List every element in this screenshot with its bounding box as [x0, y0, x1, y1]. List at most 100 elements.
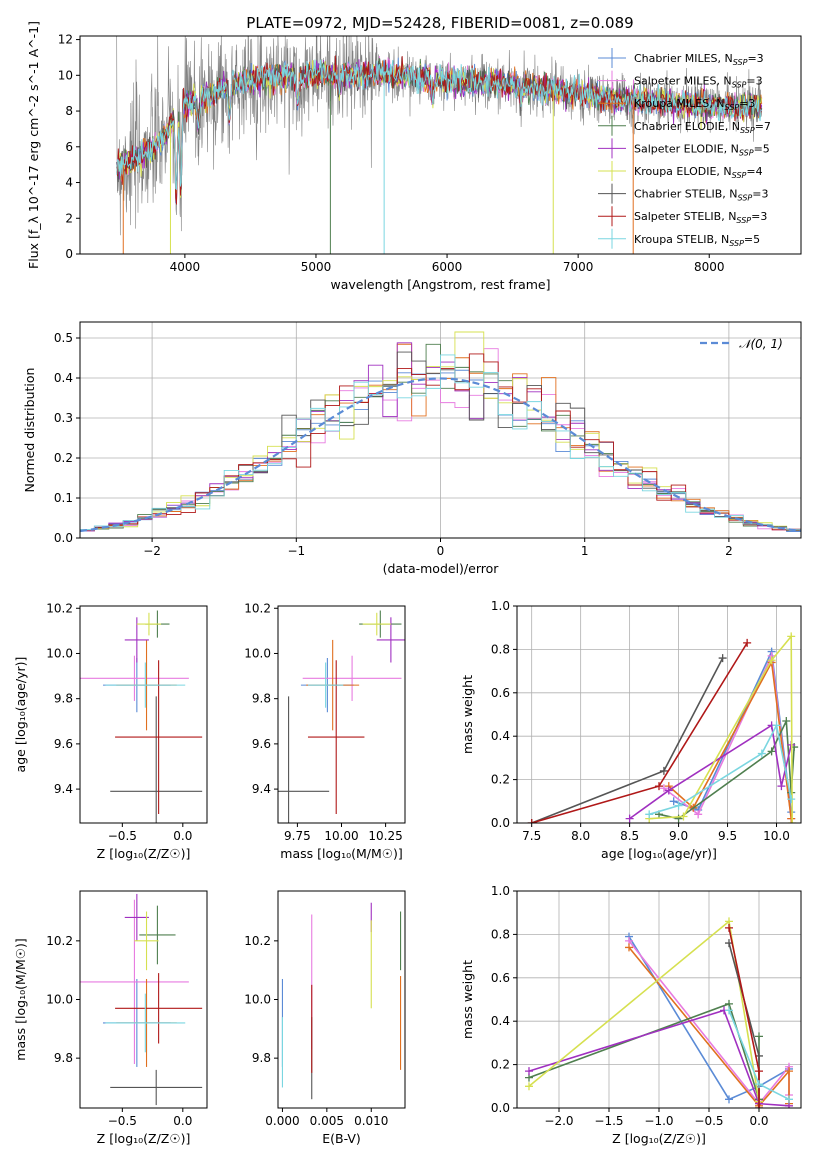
plot-area	[80, 610, 203, 823]
x-axis-label: (data-model)/error	[383, 561, 500, 576]
y-tick-label: 1.0	[491, 599, 510, 613]
weight-marker	[755, 1032, 763, 1041]
x-axis-label: mass [log₁₀(M/M☉)]	[280, 846, 402, 861]
y-tick-label: 6	[65, 140, 73, 154]
weight-marker	[645, 810, 654, 819]
y-tick-label: 2	[65, 211, 73, 225]
y-axis-label: mass weight	[460, 960, 475, 1039]
x-tick-label: 10.0	[763, 829, 790, 843]
errorbar-point-6	[110, 696, 203, 823]
legend-label: Kroupa STELIB, NSSP=5	[634, 233, 760, 248]
x-tick-label: 9.5	[718, 829, 737, 843]
errorbar-point-5	[134, 911, 159, 971]
x-tick-label: 5000	[301, 260, 332, 274]
x-axis-label: wavelength [Angstrom, rest frame]	[330, 277, 550, 292]
y-tick-label: 0.0	[491, 1101, 510, 1115]
figure-title: PLATE=0972, MJD=52428, FIBERID=0081, z=0…	[246, 14, 633, 32]
y-tick-label: 0.4	[491, 1014, 510, 1028]
legend-label: Kroupa MILES, NSSP=3	[634, 97, 755, 112]
y-axis-label: age [log₁₀(age/yr)]	[13, 657, 28, 773]
weight-marker	[679, 812, 688, 821]
panel-residuals: −2 −1 0 1 2 0.0 0.1 0.2 0.3 0.4 0.5 (data-model)/er…	[22, 321, 802, 576]
x-tick-label: 0.0	[173, 1114, 192, 1128]
axes-frame	[516, 890, 802, 1109]
legend-label: Salpeter MILES, NSSP=3	[634, 75, 763, 90]
y-tick-label: 0.0	[54, 531, 73, 545]
y-tick-label: 0.8	[491, 927, 510, 941]
x-tick-label: 9.0	[669, 829, 688, 843]
errorbar-point-5	[136, 612, 162, 636]
weight-marker	[785, 1095, 793, 1104]
errorbar-point-5	[362, 612, 391, 636]
weight-marker	[694, 810, 703, 819]
x-tick-label: −1.5	[594, 1114, 623, 1128]
x-tick-label: 8.5	[620, 829, 639, 843]
weight-marker	[777, 782, 786, 791]
weight-marker	[772, 721, 781, 730]
x-tick-label: 9.75	[284, 829, 311, 843]
errorbar-point-7	[115, 973, 203, 1044]
errorbar-point-1	[302, 655, 402, 701]
weight-marker	[625, 943, 633, 952]
weight-marker	[755, 1080, 763, 1089]
x-tick-label: 0.0	[173, 829, 192, 843]
y-tick-label: 0.3	[54, 411, 73, 425]
plot-area	[278, 610, 405, 823]
axes-frame	[277, 605, 406, 824]
x-tick-label: −0.5	[694, 1114, 723, 1128]
y-tick-label: 10.2	[46, 601, 73, 615]
errorbar-point-4	[124, 617, 149, 663]
axes-frame	[79, 890, 208, 1109]
weight-marker	[782, 717, 791, 726]
y-axis-label: Normed distribution	[22, 368, 37, 493]
axes-frame	[79, 321, 802, 539]
panel-weight_vs_Z: −2.0 −1.5 −1.0 −0.5 0.0 0.0 0.2 0.4 0.6 0.8 1.0 Z […	[460, 884, 802, 1146]
weight-marker	[525, 1082, 533, 1091]
x-tick-label: 8000	[694, 260, 725, 274]
weight-line-2	[668, 659, 793, 819]
x-axis-label: E(B-V)	[322, 1131, 361, 1146]
weight-marker	[725, 1095, 733, 1104]
x-tick-label: 0.000	[265, 1114, 299, 1128]
legend-label: Chabrier ELODIE, NSSP=7	[634, 120, 771, 135]
axes-frame	[79, 605, 208, 824]
errorbar-point-6	[110, 1069, 203, 1106]
y-tick-label: 10.2	[46, 934, 73, 948]
x-tick-label: 10.25	[368, 829, 402, 843]
weight-marker	[659, 766, 668, 775]
errorbar-point-8	[105, 662, 186, 708]
legend-label: Salpeter STELIB, NSSP=3	[634, 210, 767, 225]
legend-normal-label: 𝒩(0, 1)	[739, 337, 783, 351]
plot-area	[281, 902, 402, 1100]
x-tick-label: −2.0	[544, 1114, 573, 1128]
x-axis-label: Z [log₁₀(Z/Z☉)]	[97, 1131, 191, 1146]
weight-marker	[527, 819, 536, 823]
y-tick-label: 12	[58, 33, 73, 47]
y-tick-label: 0.0	[491, 816, 510, 830]
y-tick-label: 0.2	[491, 773, 510, 787]
plot-area	[525, 917, 793, 1108]
x-tick-label: 2	[725, 544, 733, 558]
x-tick-label: 4000	[170, 260, 201, 274]
errorbar-point-3	[139, 905, 176, 965]
y-tick-label: 0.8	[491, 642, 510, 656]
y-tick-label: 9.4	[54, 782, 73, 796]
errorbar-point-1	[80, 655, 189, 701]
plot-area	[80, 331, 801, 538]
x-tick-label: 8.0	[571, 829, 590, 843]
weight-marker	[767, 656, 776, 665]
weight-marker	[788, 819, 797, 823]
y-tick-label: 9.6	[252, 737, 271, 751]
panel-mass_vs_Z: −0.5 0.0 9.8 10.0 10.2 Z [log₁₀(Z/Z☉)] mass [l…	[13, 890, 208, 1146]
legend-label: Kroupa ELODIE, NSSP=4	[634, 165, 763, 180]
y-tick-label: 9.4	[252, 782, 271, 796]
errorbar-point-6	[278, 696, 330, 823]
x-axis-label: age [log₁₀(age/yr)]	[601, 846, 717, 861]
weight-marker	[659, 784, 668, 793]
errorbar-point-4	[124, 893, 149, 941]
y-tick-label: 0.2	[491, 1058, 510, 1072]
panel-age_vs_mass: 9.75 10.00 10.25 9.4 9.6 9.8 10.0 10.2 mass [log…	[244, 601, 406, 861]
plot-area	[527, 632, 799, 823]
x-tick-label: −0.5	[108, 1114, 137, 1128]
x-tick-label: 7000	[563, 260, 594, 274]
